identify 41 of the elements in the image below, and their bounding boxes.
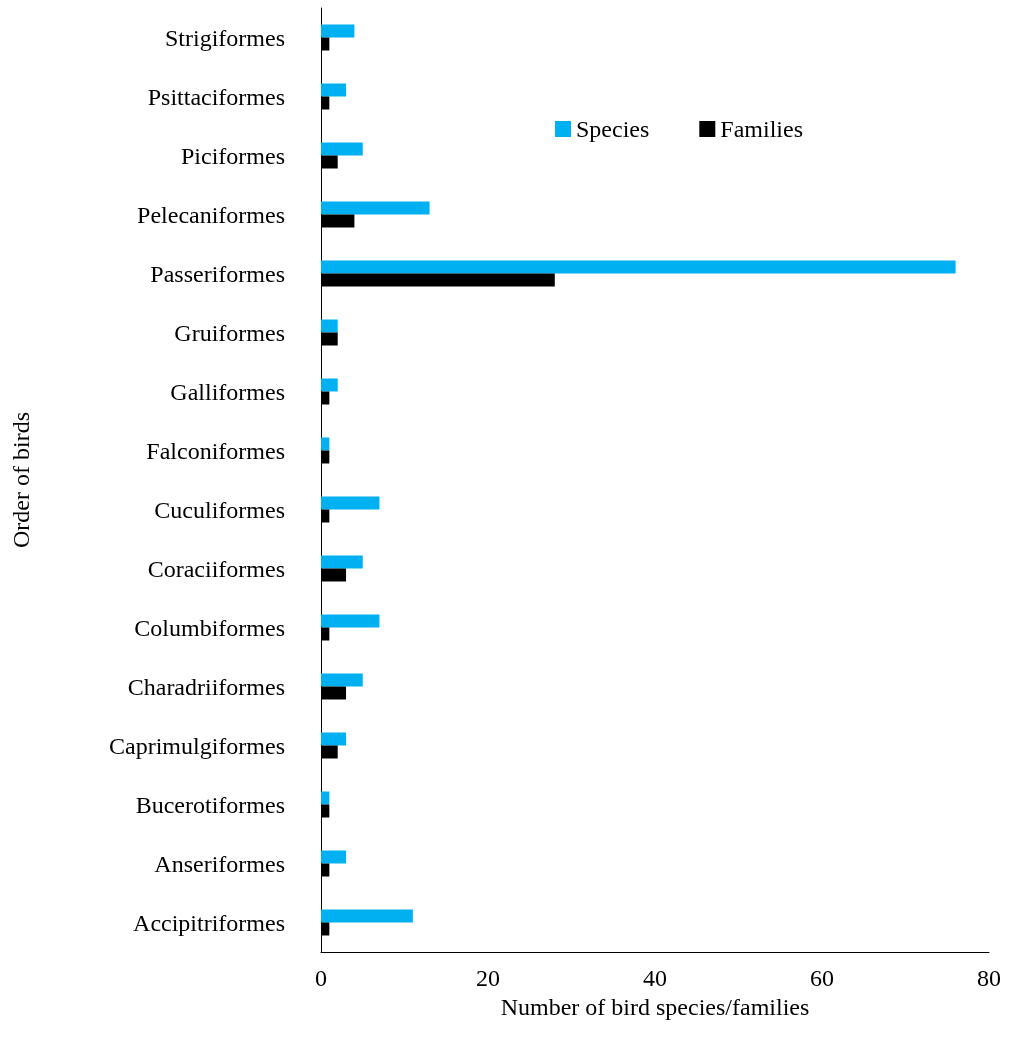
y-tick-label: Psittaciformes [147,83,285,110]
y-tick-label: Accipitriformes [133,909,285,936]
y-tick-label: Falconiformes [146,437,285,464]
bar [321,378,338,392]
x-tick-label: 80 [977,965,1001,991]
y-tick-label: Pelecaniformes [137,201,285,228]
y-tick-label: Anseriformes [154,850,285,877]
bar [321,201,430,215]
y-tick-label: Charadriiformes [127,673,285,700]
bar [321,83,347,97]
x-tick-label: 20 [476,965,500,991]
y-tick-label: Gruiformes [174,319,285,346]
bar [321,555,363,569]
bar [321,909,413,923]
bar [321,791,330,805]
y-tick-label: Passeriformes [150,260,285,287]
bar [321,673,363,687]
bar [321,732,347,746]
bar [321,260,956,274]
x-tick-label: 0 [315,965,327,991]
bar [321,24,355,38]
bar [321,496,380,510]
bar [321,142,363,156]
bar [321,319,338,333]
y-tick-label: Galliformes [170,378,285,405]
bar [321,850,347,864]
y-tick-label: Strigiformes [165,24,285,51]
x-tick-label: 40 [643,965,667,991]
x-axis-title: Number of bird species/families [500,993,810,1020]
x-tick-label: 60 [810,965,834,991]
y-tick-label: Piciformes [181,142,285,169]
y-axis-title: Order of birds [8,412,34,548]
bar [321,437,330,451]
bar [321,614,380,628]
y-tick-label: Caprimulgiformes [109,732,285,759]
y-tick-label: Cuculiformes [154,496,285,523]
legend-label: Species [576,116,650,142]
y-tick-label: Columbiformes [134,614,285,641]
legend-label: Families [720,116,803,142]
y-tick-label: Bucerotiformes [135,791,285,818]
y-tick-label: Coraciiformes [147,555,285,582]
